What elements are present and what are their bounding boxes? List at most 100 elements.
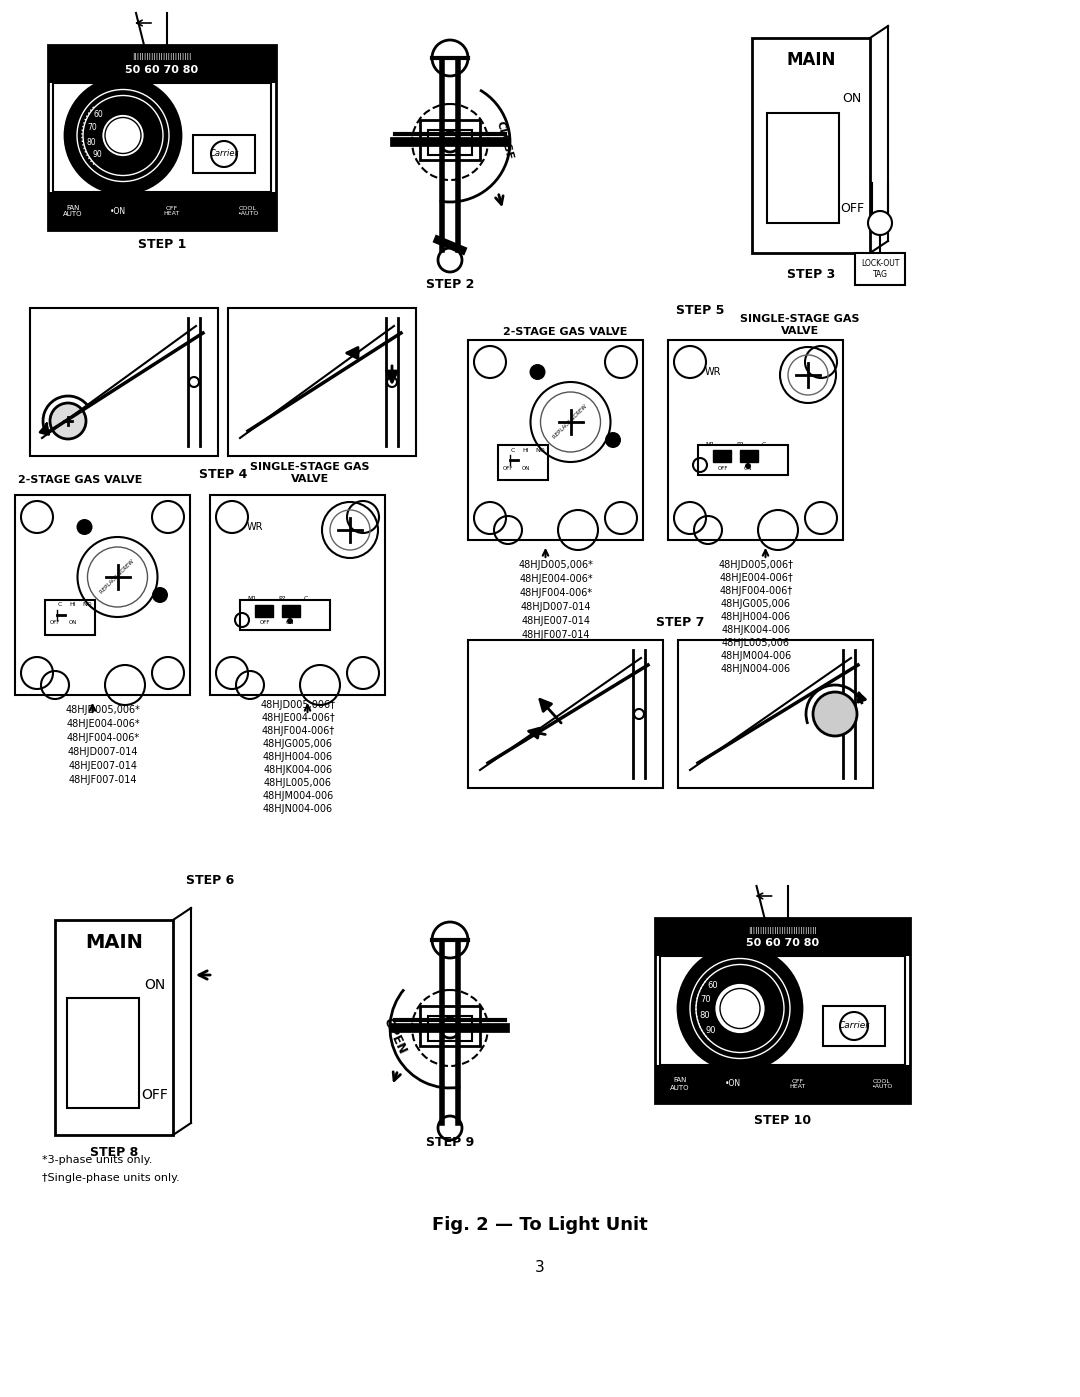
Text: 48HJF004-006*: 48HJF004-006* xyxy=(519,588,593,598)
Text: STEP 3: STEP 3 xyxy=(787,268,835,282)
Bar xyxy=(428,130,472,155)
Text: 80: 80 xyxy=(86,138,96,147)
Text: 48HJF007-014: 48HJF007-014 xyxy=(522,630,591,640)
Text: 48HJF004-006†: 48HJF004-006† xyxy=(719,585,793,597)
Text: 48HJE004-006†: 48HJE004-006† xyxy=(719,573,793,583)
Text: •ON: •ON xyxy=(110,207,126,215)
Circle shape xyxy=(50,402,86,439)
Circle shape xyxy=(77,520,93,535)
Bar xyxy=(48,191,276,231)
Text: P2: P2 xyxy=(279,597,286,602)
Bar xyxy=(654,918,910,1104)
Text: LOCK-OUT
TAG: LOCK-OUT TAG xyxy=(861,260,900,278)
Text: COOL
•AUTO: COOL •AUTO xyxy=(238,205,259,217)
Text: 48HJK004-006: 48HJK004-006 xyxy=(721,624,791,636)
Text: C: C xyxy=(303,597,308,602)
Bar xyxy=(654,918,910,956)
Text: 48HJE007-014: 48HJE007-014 xyxy=(522,616,591,626)
Circle shape xyxy=(105,117,141,154)
Text: 48HJH004-006: 48HJH004-006 xyxy=(262,752,333,761)
Text: STEP 10: STEP 10 xyxy=(754,1115,811,1127)
Text: *3-phase units only.: *3-phase units only. xyxy=(42,1155,152,1165)
Text: ON: ON xyxy=(842,91,862,105)
Text: SINGLE-STAGE GAS
VALVE: SINGLE-STAGE GAS VALVE xyxy=(740,314,860,335)
Text: 48HJD007-014: 48HJD007-014 xyxy=(521,602,591,612)
Bar xyxy=(660,956,905,1065)
Text: STEP 2: STEP 2 xyxy=(426,278,474,292)
Bar xyxy=(740,450,758,462)
Text: C: C xyxy=(761,441,766,447)
Text: 48HJD005,006*: 48HJD005,006* xyxy=(518,560,593,570)
Text: 60: 60 xyxy=(94,110,104,119)
Text: M1: M1 xyxy=(705,441,715,447)
Bar xyxy=(654,1065,910,1104)
Text: 48HJM004-006: 48HJM004-006 xyxy=(262,791,334,800)
Text: NO: NO xyxy=(82,602,92,608)
Circle shape xyxy=(152,587,168,604)
Circle shape xyxy=(529,365,545,380)
Bar xyxy=(420,120,480,161)
Bar xyxy=(428,1016,472,1041)
Bar xyxy=(210,495,384,694)
Text: HI: HI xyxy=(70,602,77,608)
Circle shape xyxy=(77,89,168,182)
Text: ON: ON xyxy=(744,465,752,471)
Bar xyxy=(55,921,173,1134)
Text: STEP 8: STEP 8 xyxy=(90,1147,138,1160)
Text: 48HJE004-006*: 48HJE004-006* xyxy=(66,719,139,729)
Text: CLOSE: CLOSE xyxy=(495,120,515,161)
Text: OFF
HEAT: OFF HEAT xyxy=(164,205,180,217)
Text: COOL
•AUTO: COOL •AUTO xyxy=(872,1078,893,1090)
Text: 48HJG005,006: 48HJG005,006 xyxy=(721,599,791,609)
Text: Carrier: Carrier xyxy=(838,1021,869,1031)
Text: OFF: OFF xyxy=(503,465,513,471)
Text: C: C xyxy=(58,602,63,608)
Text: 48HJD007-014: 48HJD007-014 xyxy=(68,747,138,757)
Text: 50 60 70 80: 50 60 70 80 xyxy=(746,937,819,949)
Bar xyxy=(193,136,255,173)
Text: 48HJL005,006: 48HJL005,006 xyxy=(723,638,789,648)
Bar xyxy=(282,605,300,617)
Bar xyxy=(48,45,276,231)
Text: STEP 4: STEP 4 xyxy=(199,468,247,481)
Text: Carrier: Carrier xyxy=(210,149,239,158)
Bar xyxy=(228,307,416,455)
Circle shape xyxy=(690,958,789,1059)
Text: |||||||||||||||||||||||||: ||||||||||||||||||||||||| xyxy=(133,53,191,60)
Circle shape xyxy=(440,131,460,152)
Circle shape xyxy=(189,377,199,387)
Text: SINGLE-STAGE GAS
VALVE: SINGLE-STAGE GAS VALVE xyxy=(251,462,369,483)
Circle shape xyxy=(868,211,892,235)
Text: ON: ON xyxy=(145,978,165,992)
Text: FAN
AUTO: FAN AUTO xyxy=(64,204,83,218)
Text: M1: M1 xyxy=(247,597,257,602)
Text: 48HJL005,006: 48HJL005,006 xyxy=(264,778,332,788)
Text: 48HJE004-006*: 48HJE004-006* xyxy=(519,574,593,584)
Circle shape xyxy=(438,1116,462,1140)
Circle shape xyxy=(678,947,802,1070)
Text: ON: ON xyxy=(69,620,77,626)
Text: REPLACE SCREW: REPLACE SCREW xyxy=(99,559,135,595)
Text: OFF
HEAT: OFF HEAT xyxy=(789,1078,806,1090)
Text: P2: P2 xyxy=(737,441,744,447)
Bar xyxy=(468,339,643,541)
Text: 48HJD005,006†: 48HJD005,006† xyxy=(260,700,336,710)
Text: 60: 60 xyxy=(707,981,718,990)
Text: MAIN: MAIN xyxy=(786,52,836,68)
Text: WR: WR xyxy=(705,367,721,377)
Text: •ON: •ON xyxy=(725,1080,741,1088)
Bar xyxy=(240,599,330,630)
Circle shape xyxy=(432,41,468,75)
Circle shape xyxy=(387,377,397,387)
Text: 48HJH004-006: 48HJH004-006 xyxy=(721,612,791,622)
Text: 2-STAGE GAS VALVE: 2-STAGE GAS VALVE xyxy=(503,327,627,337)
Bar xyxy=(498,446,548,481)
Text: †Single-phase units only.: †Single-phase units only. xyxy=(42,1173,179,1183)
Text: 80: 80 xyxy=(700,1011,710,1020)
Circle shape xyxy=(83,95,163,176)
Circle shape xyxy=(432,922,468,958)
Bar xyxy=(420,1006,480,1046)
Text: |||||||||||||||||||||||||||||: ||||||||||||||||||||||||||||| xyxy=(748,926,816,933)
Text: 50 60 70 80: 50 60 70 80 xyxy=(125,66,199,75)
Circle shape xyxy=(440,1018,460,1038)
